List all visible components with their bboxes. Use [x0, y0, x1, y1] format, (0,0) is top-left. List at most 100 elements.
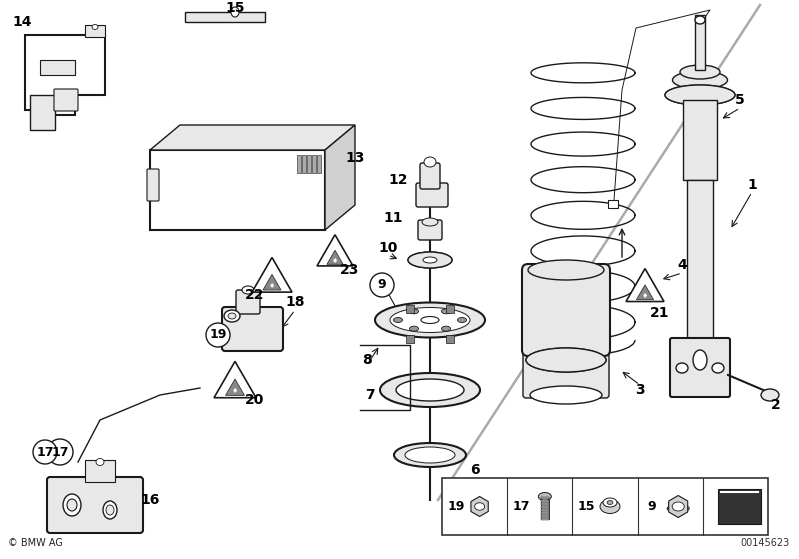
Bar: [446, 305, 454, 313]
Text: 12: 12: [388, 173, 407, 187]
Bar: [541, 511, 549, 514]
Ellipse shape: [422, 218, 438, 226]
Ellipse shape: [393, 318, 403, 323]
Polygon shape: [214, 361, 256, 398]
Text: 13: 13: [345, 151, 364, 165]
Bar: [446, 335, 454, 343]
Text: ♦: ♦: [642, 293, 648, 299]
Ellipse shape: [667, 505, 690, 513]
Text: 17: 17: [513, 500, 531, 513]
Bar: [297, 155, 301, 173]
Ellipse shape: [665, 85, 735, 105]
Ellipse shape: [63, 494, 81, 516]
Text: 19: 19: [447, 500, 465, 513]
Text: 6: 6: [470, 463, 480, 477]
Text: 16: 16: [141, 493, 160, 507]
Ellipse shape: [526, 348, 606, 372]
FancyBboxPatch shape: [147, 169, 159, 201]
Ellipse shape: [458, 318, 467, 323]
Ellipse shape: [526, 348, 606, 372]
Bar: [687, 180, 713, 340]
Ellipse shape: [607, 500, 613, 505]
Ellipse shape: [603, 498, 617, 507]
Polygon shape: [30, 95, 55, 130]
Text: 2: 2: [771, 398, 781, 412]
Ellipse shape: [423, 257, 437, 263]
Text: ♦: ♦: [232, 388, 238, 394]
Circle shape: [370, 273, 394, 297]
FancyBboxPatch shape: [670, 338, 730, 397]
Text: 19: 19: [209, 329, 227, 342]
Ellipse shape: [96, 458, 104, 466]
FancyBboxPatch shape: [236, 290, 260, 314]
FancyBboxPatch shape: [416, 183, 448, 207]
Ellipse shape: [408, 252, 452, 268]
Polygon shape: [225, 379, 244, 395]
Polygon shape: [327, 250, 343, 264]
Text: 5: 5: [735, 93, 745, 107]
Ellipse shape: [442, 326, 451, 331]
Bar: [608, 200, 618, 208]
Text: ♦: ♦: [332, 258, 338, 264]
Text: 7: 7: [365, 388, 375, 402]
Ellipse shape: [600, 500, 620, 514]
Ellipse shape: [672, 502, 684, 511]
Bar: [541, 496, 549, 499]
Polygon shape: [25, 35, 105, 115]
Polygon shape: [150, 125, 355, 150]
Bar: [541, 500, 549, 502]
Ellipse shape: [530, 386, 602, 404]
Ellipse shape: [695, 16, 705, 24]
Ellipse shape: [394, 443, 466, 467]
Text: 9: 9: [648, 500, 656, 513]
Ellipse shape: [410, 326, 419, 331]
Text: © BMW AG: © BMW AG: [8, 538, 63, 548]
FancyBboxPatch shape: [222, 307, 283, 351]
Text: 21: 21: [650, 306, 670, 320]
Bar: [85, 25, 105, 37]
Polygon shape: [325, 125, 355, 230]
Bar: [406, 305, 414, 313]
Bar: [541, 503, 549, 505]
Text: 10: 10: [378, 241, 398, 255]
Text: 3: 3: [635, 383, 645, 397]
Bar: [312, 155, 316, 173]
Ellipse shape: [242, 286, 254, 294]
Polygon shape: [317, 235, 353, 266]
Text: 1: 1: [747, 178, 757, 192]
Ellipse shape: [539, 492, 551, 500]
Ellipse shape: [680, 65, 720, 79]
Text: 4: 4: [677, 258, 687, 272]
Ellipse shape: [396, 379, 464, 401]
Ellipse shape: [665, 85, 735, 105]
Polygon shape: [718, 489, 761, 524]
Text: 17: 17: [51, 446, 69, 458]
Bar: [406, 335, 414, 343]
Text: 14: 14: [12, 15, 32, 29]
FancyBboxPatch shape: [47, 477, 143, 533]
Text: 23: 23: [340, 263, 360, 277]
Polygon shape: [471, 496, 488, 517]
Bar: [683, 100, 717, 180]
Polygon shape: [626, 269, 664, 301]
Ellipse shape: [424, 157, 436, 167]
FancyBboxPatch shape: [418, 220, 442, 240]
Text: 8: 8: [362, 353, 372, 367]
Bar: [302, 155, 306, 173]
Ellipse shape: [528, 260, 604, 280]
Text: ♦: ♦: [269, 283, 275, 289]
FancyBboxPatch shape: [54, 89, 78, 111]
Circle shape: [206, 323, 230, 347]
Polygon shape: [252, 258, 292, 292]
Text: 20: 20: [245, 393, 264, 407]
Text: 18: 18: [285, 295, 304, 309]
Text: 11: 11: [384, 211, 403, 225]
Bar: [40, 60, 75, 75]
Ellipse shape: [103, 501, 117, 519]
Text: 9: 9: [378, 278, 386, 291]
Ellipse shape: [442, 309, 451, 314]
FancyBboxPatch shape: [523, 352, 609, 398]
Ellipse shape: [410, 309, 419, 314]
Bar: [541, 509, 549, 511]
Ellipse shape: [712, 363, 724, 373]
